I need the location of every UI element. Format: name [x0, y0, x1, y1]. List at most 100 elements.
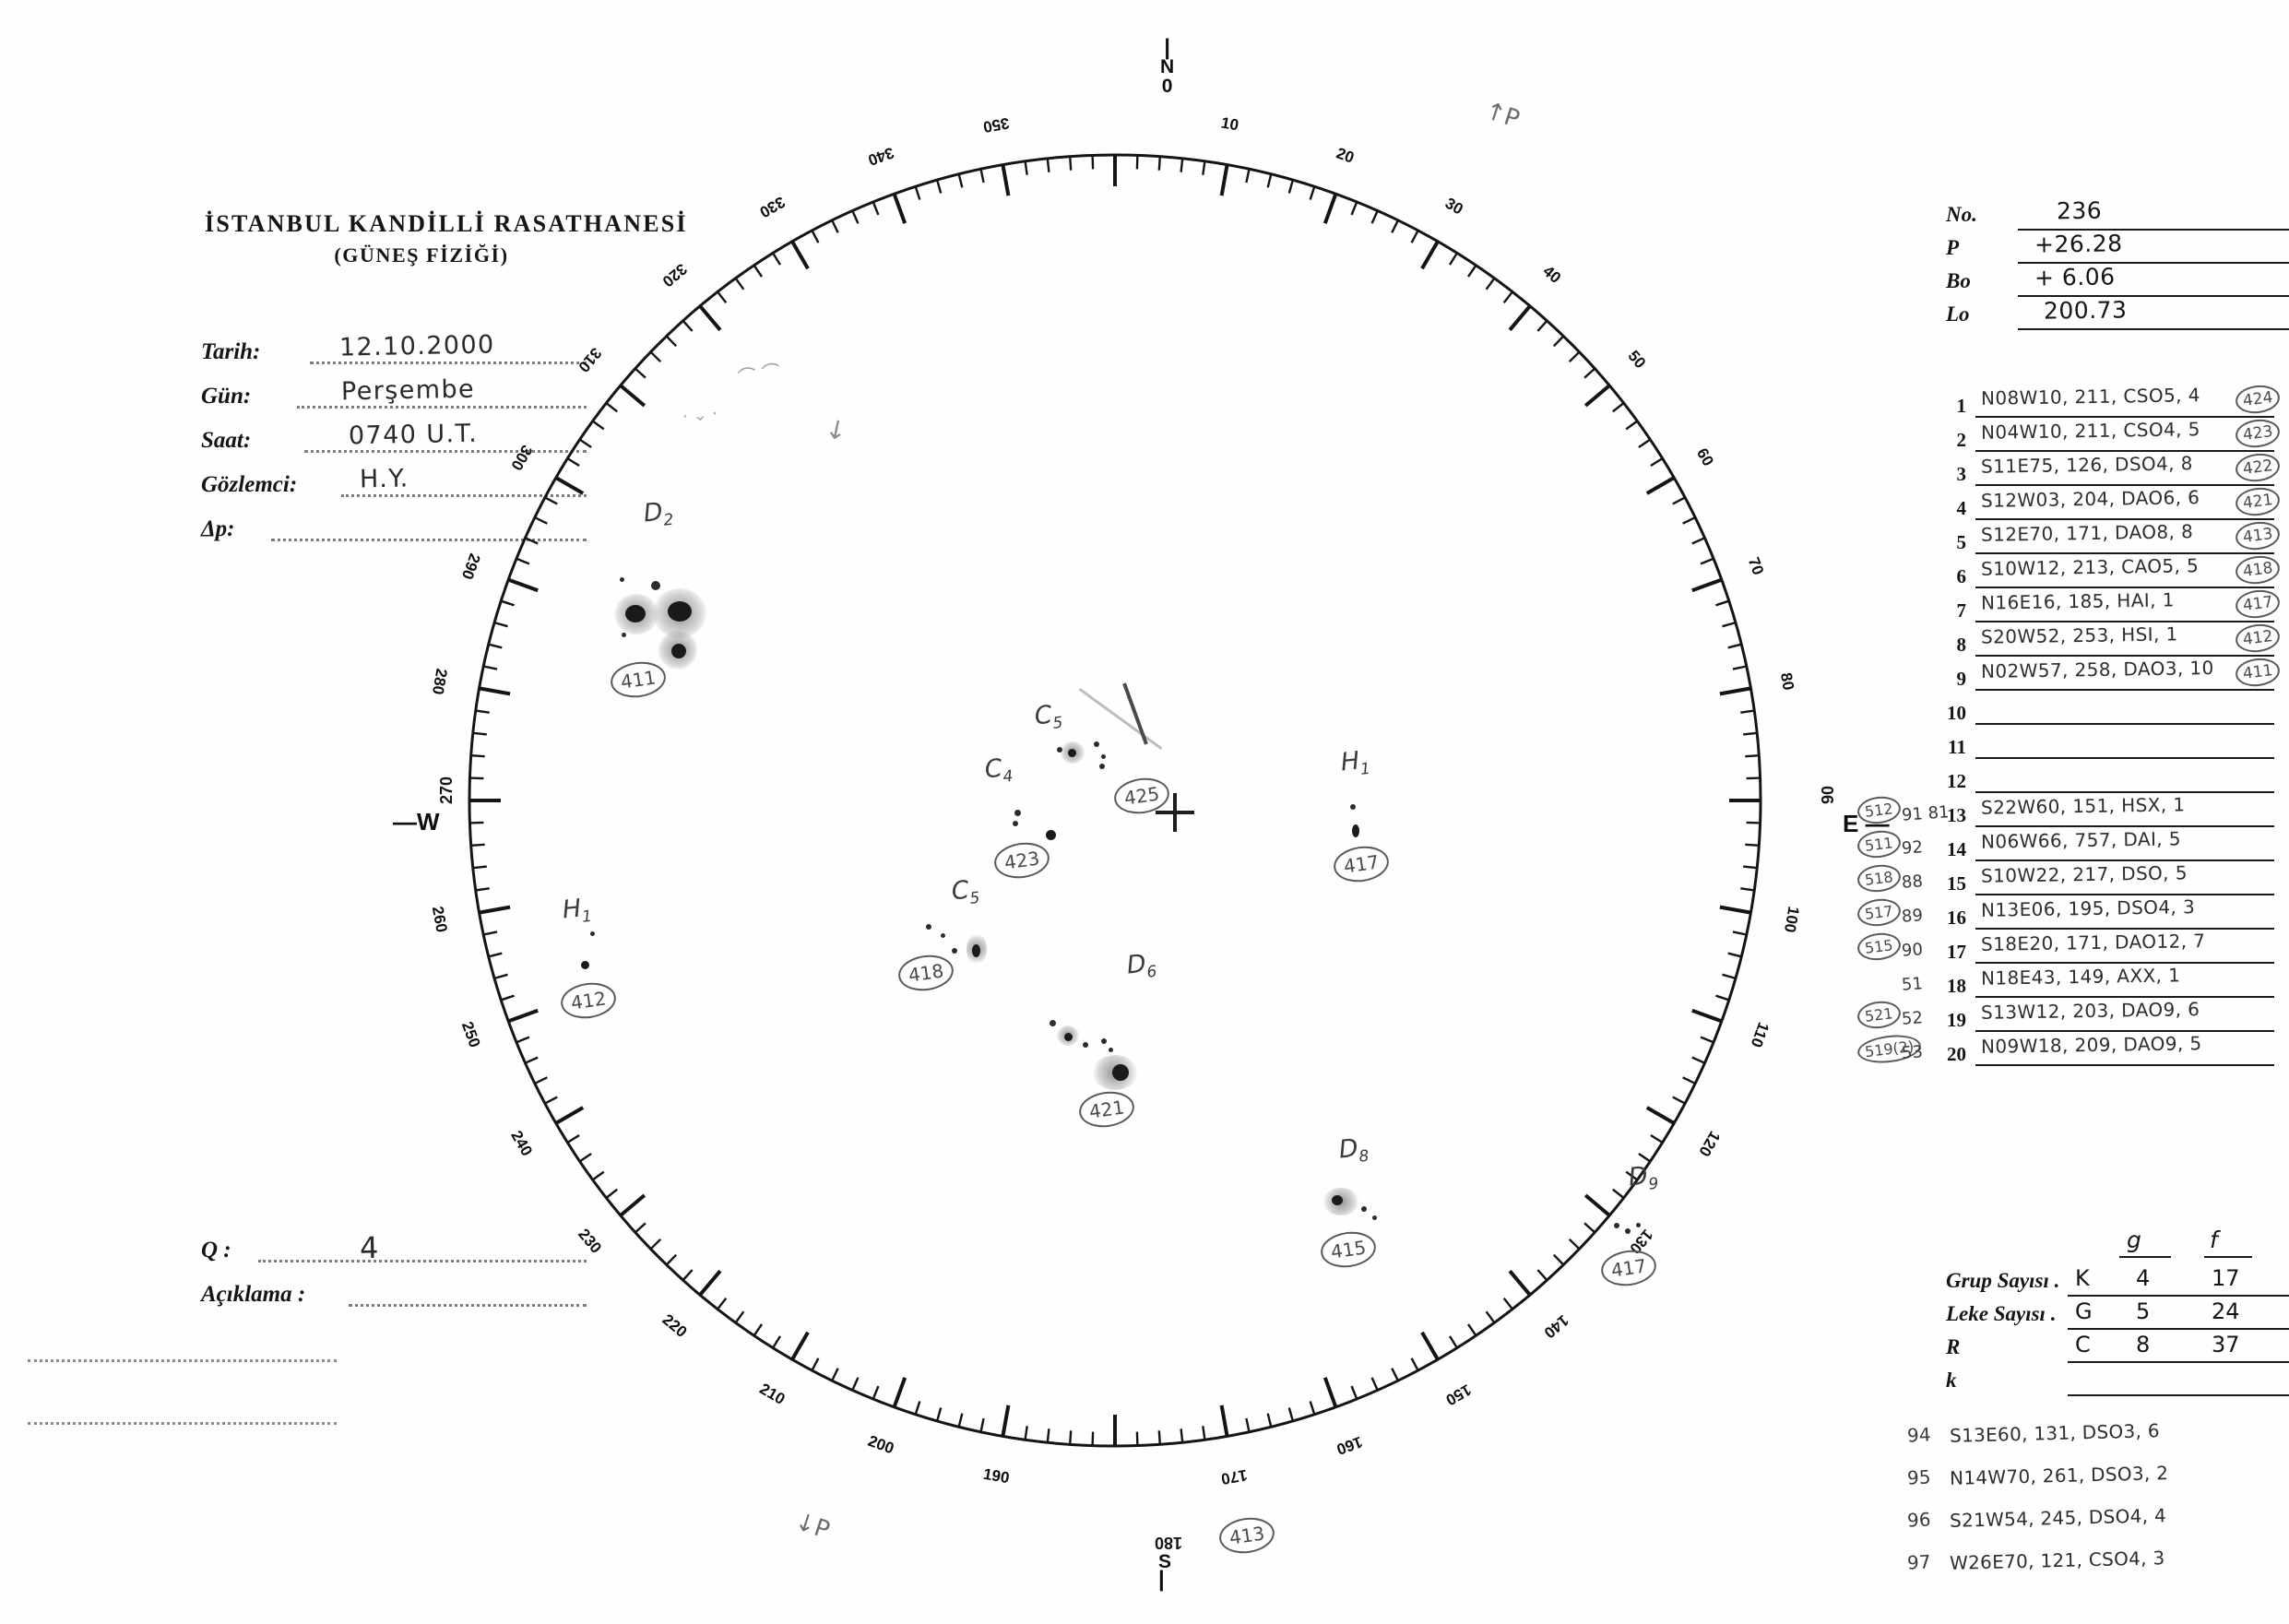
footnote-number: 96 — [1906, 1508, 1932, 1532]
group-list-row[interactable]: 3 S11E75, 126, DSO4, 8 422 — [1942, 451, 2282, 490]
field-delta-p[interactable]: Δp: — [201, 511, 588, 555]
group-row-index: 10 — [1947, 702, 1966, 724]
group-list-row[interactable]: 10 — [1942, 694, 2274, 729]
field-notes-label: Açıklama : — [201, 1282, 306, 1307]
pore — [1050, 1020, 1056, 1026]
cardinal-east-degree: 90 — [1819, 785, 1837, 804]
summary-row[interactable]: R C 8 37 — [1946, 1332, 2289, 1367]
group-list-row[interactable]: 11 — [1942, 729, 2274, 763]
group-list-row[interactable]: 5 S12E70, 171, DAO8, 8 413 — [1942, 519, 2282, 558]
group-list-row[interactable]: 2 N04W10, 211, CSO4, 5 423 — [1942, 417, 2282, 456]
param-p-value: +26.28 — [2034, 230, 2123, 258]
param-bo[interactable]: Bo + 6.06 — [1946, 263, 2289, 301]
cardinal-west: —W — [393, 808, 440, 836]
summary-row-label: k — [1946, 1369, 1957, 1392]
umbra — [1352, 824, 1359, 837]
group-list-row[interactable]: 12 — [1942, 763, 2274, 797]
group-list-row[interactable]: 9 N02W57, 258, DAO3, 10 411 — [1942, 656, 2282, 694]
group-list-row[interactable]: 521 52 19 S13W12, 203, DAO9, 6 — [1856, 998, 2274, 1036]
group-list-row[interactable]: 515 90 17 S18E20, 171, DAO12, 7 — [1856, 930, 2274, 967]
field-gun[interactable]: Gün: Perşembe — [201, 375, 588, 422]
param-no[interactable]: No. 236 — [1946, 197, 2289, 234]
footnote-text: S21W54, 245, DSO4, 4 — [1949, 1504, 2167, 1532]
spot-group-d2[interactable]: D2 411 — [599, 498, 802, 710]
group-list-row[interactable]: 512 91 81 13 S22W60, 151, HSX, 1 — [1856, 793, 2274, 831]
group-row-index: 1 — [1956, 395, 1967, 417]
spot-group-d6[interactable]: D6 421 — [1005, 941, 1208, 1132]
spot-group-d2-badge: 411 — [608, 658, 669, 702]
param-lo[interactable]: Lo 200.73 — [1946, 296, 2289, 334]
summary-row-f: 17 — [2212, 1265, 2240, 1291]
group-row-rule — [1975, 1064, 2274, 1066]
summary-row[interactable]: k — [1946, 1367, 2289, 1400]
pore — [941, 933, 945, 938]
summary-row-g: 4 — [2136, 1265, 2151, 1291]
pencil-sketch-mark-2: · ⌄ · — [682, 404, 718, 427]
group-row-text: N02W57, 258, DAO3, 10 — [1980, 657, 2214, 682]
field-saat[interactable]: Saat: 0740 U.T. — [201, 420, 588, 467]
group-list-row[interactable]: 8 S20W52, 253, HSI, 1 412 — [1942, 622, 2282, 660]
spot-group-h1-left-label: H1 — [561, 894, 593, 927]
field-gozlemci[interactable]: Gözlemci: H.Y. — [201, 464, 588, 511]
umbra — [668, 601, 692, 622]
spot-group-d9-label: D9 — [1627, 1161, 1660, 1194]
group-row-left-number: 88 — [1901, 871, 1924, 893]
group-row-index: 16 — [1947, 907, 1966, 929]
umbra — [1068, 749, 1076, 757]
pore — [1101, 1038, 1107, 1044]
spot-group-d8[interactable]: D8 415 — [1291, 1134, 1457, 1300]
group-row-text: N18E43, 149, AXX, 1 — [1980, 964, 2181, 990]
summary-column-headers: g f — [1946, 1227, 2278, 1267]
group-row-text: S10W22, 217, DSO, 5 — [1980, 861, 2188, 887]
observation-metadata-fields: Tarih: 12.10.2000 Gün: Perşembe Saat: 07… — [201, 330, 588, 555]
summary-col-f-rule — [2204, 1256, 2252, 1258]
field-notes[interactable]: Açıklama : — [201, 1276, 588, 1321]
sunspot-group-list: 1 N08W10, 211, CSO5, 4 424 2 N04W10, 211, CS… — [1856, 383, 2282, 1070]
group-row-rule — [1975, 484, 2274, 486]
group-row-rule — [1975, 655, 2274, 657]
footnote-text: W26E70, 121, CSO4, 3 — [1949, 1547, 2165, 1574]
pore — [1083, 1042, 1088, 1048]
spot-group-c5-upper[interactable]: C5 425 — [1005, 701, 1208, 839]
spot-group-bottom-badge[interactable]: 413 — [1216, 1513, 1293, 1573]
spot-group-c5-lower[interactable]: C5 418 — [885, 876, 1088, 1042]
group-row-badge: 424 — [2233, 383, 2282, 416]
group-list-row[interactable]: 511 92 14 N06W66, 757, DAI, 5 — [1856, 827, 2274, 865]
summary-row[interactable]: Leke Sayısı . G 5 24 — [1946, 1298, 2289, 1334]
pore — [1350, 804, 1356, 810]
footnote-text: S13E60, 131, DSO3, 6 — [1949, 1419, 2161, 1447]
footnote-text: N14W70, 261, DSO3, 2 — [1949, 1462, 2169, 1489]
spot-group-h1-left[interactable]: H1 412 — [553, 895, 673, 1051]
group-list-row[interactable]: 6 S10W12, 213, CAO5, 5 418 — [1942, 553, 2282, 592]
group-row-rule — [1975, 928, 2274, 930]
pore — [1057, 747, 1062, 753]
pore — [1372, 1215, 1377, 1220]
department-name: (GÜNEŞ FİZİĞİ) — [334, 243, 509, 267]
group-row-rule — [1975, 962, 2274, 964]
group-list-row[interactable]: 518 88 15 S10W22, 217, DSO, 5 — [1856, 861, 2274, 899]
spot-group-c4[interactable]: C4 423 — [983, 754, 1151, 902]
group-list-row[interactable]: 519(2) 53 20 N09W18, 209, DAO9, 5 — [1856, 1031, 2274, 1070]
summary-row-f: 24 — [2212, 1298, 2240, 1324]
spot-group-h1-right[interactable]: H1 417 — [1319, 747, 1448, 913]
group-list-row[interactable]: 4 S12W03, 204, DAO6, 6 421 — [1942, 485, 2282, 524]
field-quality[interactable]: Q : 4 — [201, 1230, 588, 1276]
param-bo-value: + 6.06 — [2034, 263, 2116, 291]
field-tarih[interactable]: Tarih: 12.10.2000 — [201, 330, 588, 378]
param-p[interactable]: P +26.28 — [1946, 230, 2289, 267]
notes-extra-line-1[interactable] — [28, 1359, 337, 1362]
summary-row[interactable]: Grup Sayısı . K 4 17 — [1946, 1265, 2289, 1300]
spot-group-d9[interactable]: D9 417 — [1568, 1162, 1725, 1328]
notes-extra-line-2[interactable] — [28, 1422, 337, 1425]
group-list-row[interactable]: 51 18 N18E43, 149, AXX, 1 — [1901, 964, 2274, 1002]
spot-group-d6-badge: 421 — [1076, 1087, 1137, 1132]
footnote-number: 94 — [1906, 1423, 1932, 1447]
group-list-row[interactable]: 517 89 16 N13E06, 195, DSO4, 3 — [1856, 895, 2274, 933]
group-row-index: 8 — [1956, 634, 1967, 656]
param-bo-label: Bo — [1946, 269, 1971, 292]
group-list-row[interactable]: 7 N16E16, 185, HAI, 1 417 — [1942, 587, 2282, 626]
group-row-rule — [1975, 621, 2274, 622]
group-list-row[interactable]: 1 N08W10, 211, CSO5, 4 424 — [1942, 383, 2282, 421]
solar-disk-dial — [403, 89, 1827, 1512]
